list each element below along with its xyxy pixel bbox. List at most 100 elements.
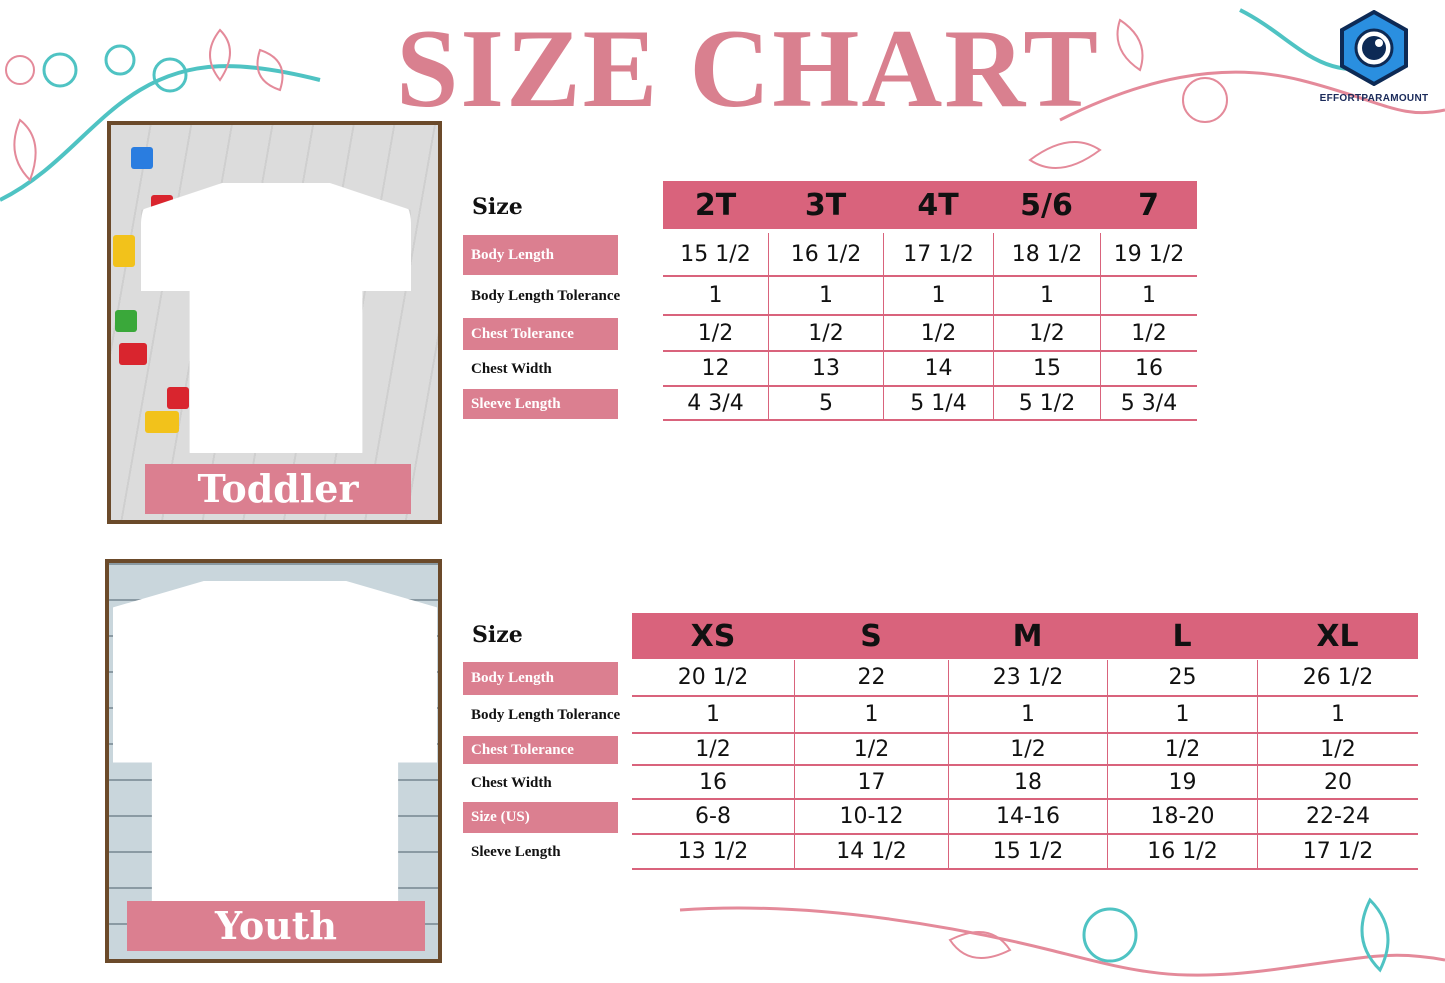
toddler-caption: Toddler bbox=[145, 464, 411, 514]
table-cell: 19 bbox=[1107, 766, 1257, 798]
table-cell: 16 1/2 bbox=[768, 233, 883, 275]
row-label: Body Length Tolerance bbox=[471, 288, 621, 304]
table-cell: 1/2 bbox=[883, 316, 993, 350]
table-cell: 1 bbox=[1107, 697, 1257, 732]
toddler-photo: Toddler bbox=[107, 121, 442, 524]
size-header-cell: 5/6 bbox=[1020, 187, 1073, 223]
table-cell: 15 bbox=[993, 352, 1100, 385]
table-cell: 14 1/2 bbox=[794, 835, 948, 868]
table-cell: 25 bbox=[1107, 660, 1257, 695]
size-header-cell: S bbox=[860, 618, 882, 654]
size-header-cell: M bbox=[1012, 618, 1043, 654]
row-label: Body Length bbox=[463, 662, 618, 695]
table-cell: 26 1/2 bbox=[1257, 660, 1418, 695]
table-cell: 15 1/2 bbox=[948, 835, 1107, 868]
table-cell: 13 bbox=[768, 352, 883, 385]
table-row: 16 17 18 19 20 bbox=[632, 766, 1418, 800]
size-header-cell: 3T bbox=[804, 187, 847, 223]
table-cell: 1 bbox=[948, 697, 1107, 732]
row-label: Chest Tolerance bbox=[463, 736, 618, 764]
table-cell: 12 bbox=[701, 356, 730, 381]
table-row: 20 1/2 22 23 1/2 25 26 1/2 bbox=[632, 660, 1418, 697]
table-cell: 16 1/2 bbox=[1107, 835, 1257, 868]
row-label: Chest Tolerance bbox=[463, 318, 618, 350]
page-title: SIZE CHART bbox=[396, 7, 1100, 131]
table-cell: 18-20 bbox=[1107, 800, 1257, 833]
table-cell: 1/2 bbox=[768, 316, 883, 350]
camera-lens-hexagon-icon bbox=[1340, 9, 1408, 87]
table-cell: 23 1/2 bbox=[948, 660, 1107, 695]
size-header-cell: 2T bbox=[694, 187, 737, 223]
youth-size-header: XS S M L XL bbox=[632, 613, 1418, 659]
size-header-cell: XL bbox=[1316, 618, 1359, 654]
table-cell: 15 1/2 bbox=[680, 241, 751, 267]
table-cell: 16 bbox=[699, 769, 727, 795]
table-cell: 4 3/4 bbox=[687, 390, 744, 416]
table-cell: 22 bbox=[794, 660, 948, 695]
size-header-cell: 7 bbox=[1138, 187, 1159, 223]
table-cell: 17 1/2 bbox=[883, 233, 993, 275]
table-cell: 1/2 bbox=[794, 734, 948, 764]
size-header-cell: 4T bbox=[917, 187, 959, 223]
table-row: 1/2 1/2 1/2 1/2 1/2 bbox=[632, 734, 1418, 766]
size-header-cell: XS bbox=[690, 618, 736, 654]
table-row: 1/2 1/2 1/2 1/2 1/2 bbox=[663, 316, 1197, 352]
table-cell: 5 1/2 bbox=[993, 387, 1100, 419]
table-cell: 1 bbox=[883, 277, 993, 314]
table-cell: 16 bbox=[1100, 352, 1197, 385]
toddler-size-label: Size bbox=[472, 194, 523, 220]
table-cell: 1 bbox=[1100, 277, 1197, 314]
table-cell: 18 bbox=[948, 766, 1107, 798]
table-cell: 1/2 bbox=[697, 320, 734, 346]
size-header-cell: L bbox=[1172, 618, 1192, 654]
table-cell: 13 1/2 bbox=[677, 839, 749, 864]
table-cell: 6-8 bbox=[695, 804, 731, 829]
table-row: 15 1/2 16 1/2 17 1/2 18 1/2 19 1/2 bbox=[663, 233, 1197, 277]
table-row: 13 1/2 14 1/2 15 1/2 16 1/2 17 1/2 bbox=[632, 835, 1418, 870]
table-cell: 1/2 bbox=[948, 734, 1107, 764]
table-cell: 20 1/2 bbox=[677, 665, 749, 690]
table-cell: 1/2 bbox=[1257, 734, 1418, 764]
table-row: 6-8 10-12 14-16 18-20 22-24 bbox=[632, 800, 1418, 835]
table-cell: 1 bbox=[1257, 697, 1418, 732]
table-cell: 20 bbox=[1257, 766, 1418, 798]
table-cell: 1 bbox=[794, 697, 948, 732]
youth-caption: Youth bbox=[127, 901, 425, 951]
table-cell: 18 1/2 bbox=[993, 233, 1100, 275]
toddler-size-header: 2T 3T 4T 5/6 7 bbox=[663, 181, 1197, 229]
table-cell: 1 bbox=[706, 702, 720, 727]
row-label: Body Length Tolerance bbox=[471, 707, 621, 723]
youth-photo: Youth bbox=[105, 559, 442, 963]
brand-logo: EFFORTPARAMOUNT bbox=[1310, 9, 1438, 104]
table-cell: 5 3/4 bbox=[1100, 387, 1197, 419]
youth-size-label: Size bbox=[472, 622, 523, 648]
table-cell: 22-24 bbox=[1257, 800, 1418, 833]
table-cell: 1/2 bbox=[1107, 734, 1257, 764]
floral-decoration-bottom bbox=[679, 897, 1445, 977]
table-row: 4 3/4 5 5 1/4 5 1/2 5 3/4 bbox=[663, 387, 1197, 421]
row-label: Sleeve Length bbox=[463, 389, 618, 419]
table-cell: 1 bbox=[768, 277, 883, 314]
row-label: Size (US) bbox=[463, 802, 618, 833]
table-cell: 1 bbox=[993, 277, 1100, 314]
table-cell: 1/2 bbox=[695, 736, 731, 762]
row-label: Body Length bbox=[463, 235, 618, 275]
brand-name: EFFORTPARAMOUNT bbox=[1319, 93, 1429, 104]
table-cell: 17 bbox=[794, 766, 948, 798]
table-cell: 1/2 bbox=[1100, 316, 1197, 350]
table-cell: 1 bbox=[708, 283, 723, 308]
table-cell: 5 bbox=[768, 387, 883, 419]
table-cell: 1/2 bbox=[993, 316, 1100, 350]
table-cell: 17 1/2 bbox=[1257, 835, 1418, 868]
table-cell: 10-12 bbox=[794, 800, 948, 833]
row-label: Sleeve Length bbox=[471, 844, 561, 860]
table-cell: 14 bbox=[883, 352, 993, 385]
row-label: Chest Width bbox=[471, 774, 552, 791]
table-row: 12 13 14 15 16 bbox=[663, 352, 1197, 387]
row-label: Chest Width bbox=[471, 361, 552, 377]
table-cell: 19 1/2 bbox=[1100, 233, 1197, 275]
table-cell: 14-16 bbox=[948, 800, 1107, 833]
table-cell: 5 1/4 bbox=[883, 387, 993, 419]
